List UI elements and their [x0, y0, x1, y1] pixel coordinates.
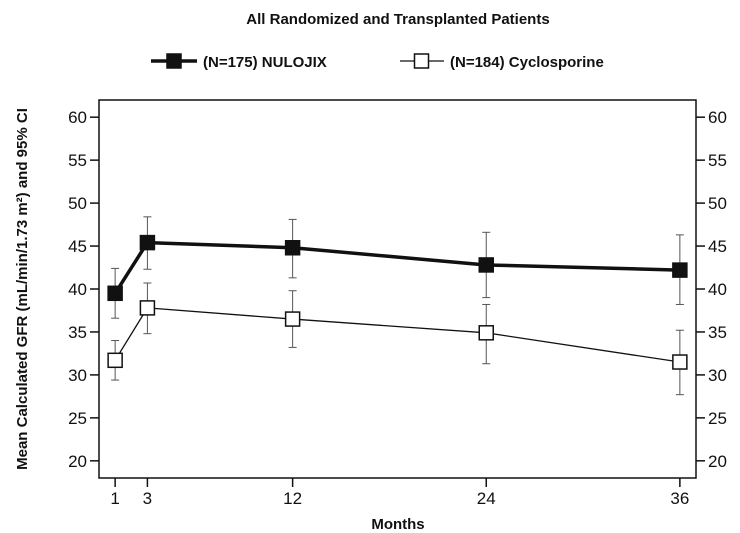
y-tick-label-left: 30: [68, 366, 87, 385]
data-point-cyclosporine: [672, 354, 688, 370]
x-tick-label: 1: [110, 489, 119, 508]
y-tick-label-right: 20: [708, 452, 727, 471]
y-axis-right: 20 25 30 35 40 45 50 55 60: [696, 108, 727, 471]
data-point-nulojix: [672, 262, 688, 278]
y-tick-label-left: 35: [68, 323, 87, 342]
series-line-cyclosporine: [114, 307, 680, 363]
x-axis-title: Months: [371, 516, 424, 533]
legend-marker-nulojix: [166, 53, 182, 69]
data-point-nulojix: [284, 240, 301, 256]
y-tick-label-right: 40: [708, 280, 727, 299]
y-tick-label-left: 60: [68, 108, 87, 127]
data-point-nulojix: [139, 234, 156, 251]
series-line-nulojix: [113, 240, 680, 295]
series-cyclosporine: [107, 282, 688, 396]
x-tick-label: 3: [143, 489, 152, 508]
y-tick-label-right: 55: [708, 151, 727, 170]
legend-item-cyclosporine: (N=184) Cyclosporine: [400, 53, 604, 71]
y-axis-left: 20 25 30 35 40 45 50 55 60: [68, 108, 99, 471]
data-point-cyclosporine: [478, 325, 494, 341]
data-point-cyclosporine: [284, 311, 301, 327]
x-tick-label: 36: [670, 489, 689, 508]
x-tick-label: 12: [283, 489, 302, 508]
y-tick-label-left: 25: [68, 409, 87, 428]
legend-label-nulojix: (N=175) NULOJIX: [203, 54, 327, 71]
y-tick-label-left: 45: [68, 237, 87, 256]
series-nulojix: [107, 216, 688, 319]
data-point-cyclosporine: [107, 352, 123, 369]
y-tick-label-right: 25: [708, 409, 727, 428]
y-tick-label-right: 30: [708, 366, 727, 385]
x-tick-label: 24: [477, 489, 496, 508]
y-axis-title: Mean Calculated GFR (mL/min/1.73 m²) and…: [14, 108, 31, 470]
legend-marker-cyclosporine: [413, 53, 430, 69]
legend-label-cyclosporine: (N=184) Cyclosporine: [450, 54, 604, 71]
y-tick-label-right: 45: [708, 237, 727, 256]
y-tick-label-right: 35: [708, 323, 727, 342]
chart-title: All Randomized and Transplanted Patients: [246, 11, 549, 28]
y-tick-label-right: 50: [708, 194, 727, 213]
data-point-nulojix: [478, 257, 494, 273]
data-point-cyclosporine: [139, 300, 156, 316]
y-tick-label-left: 50: [68, 194, 87, 213]
plot-frame: [98, 99, 697, 479]
x-axis: 1 3 12 24 36: [110, 478, 689, 508]
data-point-nulojix: [107, 285, 123, 302]
y-tick-label-left: 40: [68, 280, 87, 299]
legend-item-nulojix: (N=175) NULOJIX: [151, 53, 327, 71]
series-layer: [107, 216, 688, 396]
y-tick-label-left: 20: [68, 452, 87, 471]
y-tick-label-left: 55: [68, 151, 87, 170]
legend: (N=175) NULOJIX (N=184) Cyclosporine: [151, 53, 604, 71]
y-tick-label-right: 60: [708, 108, 727, 127]
